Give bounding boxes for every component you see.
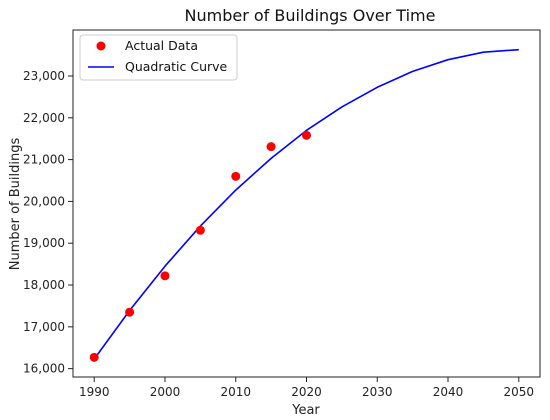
- x-tick-label: 2000: [150, 385, 181, 399]
- x-axis-label: Year: [291, 403, 320, 418]
- data-point: [195, 225, 205, 235]
- y-axis-label: Number of Buildings: [8, 138, 23, 271]
- x-tick-label: 2020: [291, 385, 322, 399]
- y-tick-label: 21,000: [23, 153, 65, 167]
- y-tick-label: 16,000: [23, 362, 65, 376]
- plot-area: [72, 29, 541, 378]
- y-tick-label: 20,000: [23, 194, 65, 208]
- y-tick-label: 19,000: [23, 236, 65, 250]
- quadratic-curve-line: [93, 48, 519, 360]
- data-point: [125, 307, 135, 317]
- y-tick-label: 22,000: [23, 111, 65, 125]
- y-tick-label: 17,000: [23, 320, 65, 334]
- legend-label-quadratic-curve: Quadratic Curve: [125, 59, 228, 74]
- legend-label-actual-data: Actual Data: [125, 38, 198, 53]
- data-point: [302, 130, 311, 140]
- x-tick-label: 1990: [79, 385, 110, 399]
- x-axis: 1990 2000 2010 2020 2030 2040 2050: [79, 377, 534, 399]
- y-tick-label: 18,000: [23, 278, 65, 292]
- x-tick-label: 2030: [362, 385, 393, 399]
- legend: Actual Data Quadratic Curve: [79, 34, 238, 81]
- y-tick-label: 23,000: [23, 69, 65, 83]
- data-point: [266, 142, 276, 152]
- data-point: [231, 171, 241, 181]
- x-tick-label: 2010: [220, 385, 251, 399]
- legend-box: [79, 34, 238, 81]
- y-axis: 16,000 17,000 18,000 19,000 20,000 21,000 22,0…: [23, 69, 73, 376]
- x-tick-label: 2040: [433, 385, 464, 399]
- data-point: [160, 271, 170, 281]
- x-tick-label: 2050: [503, 385, 534, 399]
- series-layer: [89, 48, 519, 362]
- data-point: [89, 352, 99, 362]
- legend-marker-actual-data: [96, 41, 106, 51]
- chart-title: Number of Buildings Over Time: [185, 6, 436, 25]
